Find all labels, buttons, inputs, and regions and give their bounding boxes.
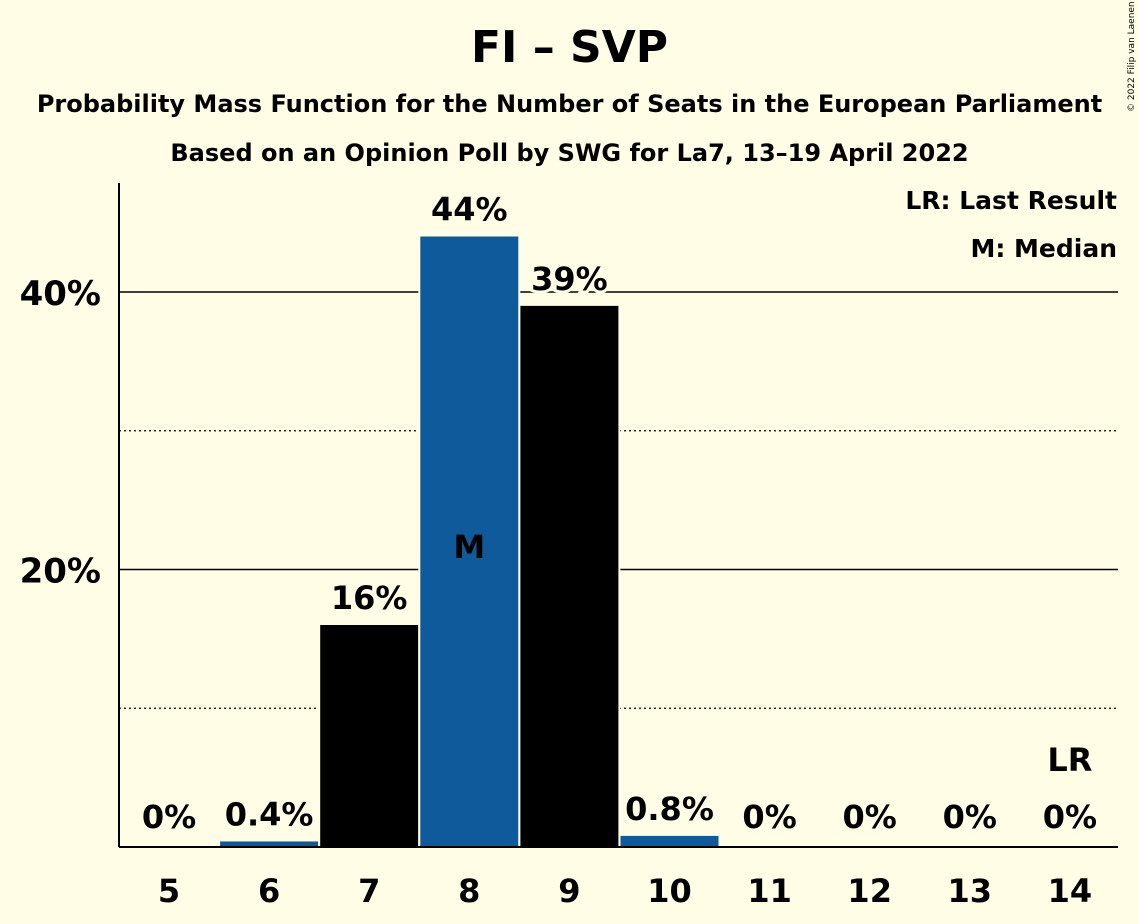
bar-seats-6 [220, 841, 319, 847]
value-label: 0% [1043, 798, 1097, 836]
legend-last-result: LR: Last Result [905, 186, 1117, 215]
x-tick-label: 11 [747, 872, 792, 910]
x-tick-label: 6 [258, 872, 280, 910]
x-tick-label: 7 [358, 872, 380, 910]
x-tick-label: 12 [847, 872, 892, 910]
bar-seats-9 [520, 305, 619, 847]
bar-seats-10 [620, 835, 719, 847]
value-label: 0% [843, 798, 897, 836]
x-tick-label: 8 [458, 872, 480, 910]
value-label: 39% [531, 260, 608, 298]
bar-seats-7 [320, 625, 419, 847]
value-label: 0.4% [225, 795, 314, 833]
value-label: 0% [943, 798, 997, 836]
x-tick-label: 14 [1048, 872, 1093, 910]
value-label: 16% [331, 579, 408, 617]
bar-seats-8 [420, 236, 519, 847]
x-tick-label: 13 [948, 872, 993, 910]
y-tick-label: 40% [20, 274, 101, 314]
y-tick-label: 20% [20, 552, 101, 592]
value-label: 44% [431, 191, 508, 229]
value-label: 0% [742, 798, 796, 836]
x-tick-label: 10 [647, 872, 692, 910]
chart-source: Based on an Opinion Poll by SWG for La7,… [170, 139, 969, 167]
chart-title: FI – SVP [470, 22, 669, 73]
x-tick-label: 5 [158, 872, 180, 910]
x-tick-label: 9 [558, 872, 580, 910]
last-result-marker: LR [1047, 741, 1092, 779]
legend-median: M: Median [970, 234, 1117, 263]
median-marker: M [453, 528, 485, 566]
value-label: 0% [142, 798, 196, 836]
value-label: 0.8% [625, 790, 714, 828]
chart-subtitle: Probability Mass Function for the Number… [36, 90, 1103, 118]
